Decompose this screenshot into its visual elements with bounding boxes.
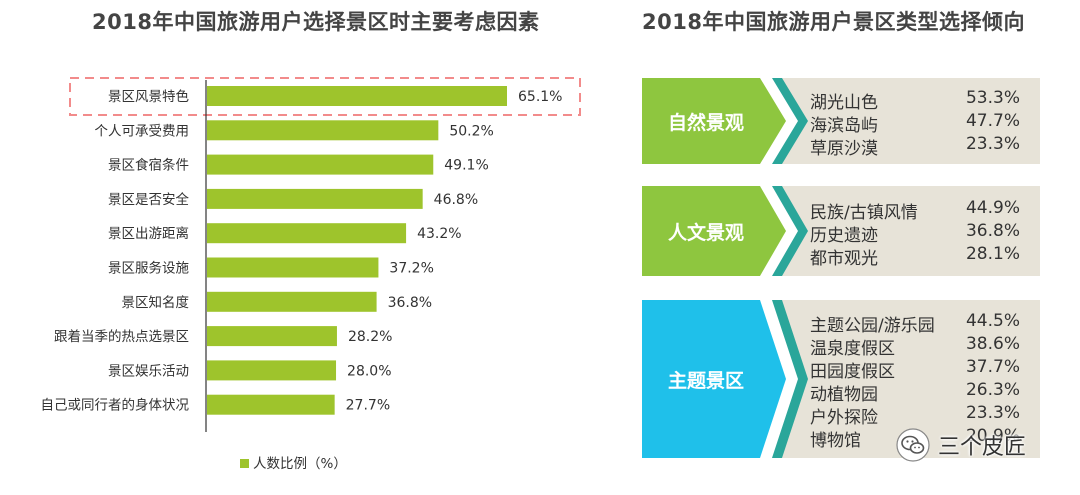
legend-label: 人数比例（%） — [253, 456, 347, 472]
category-label: 景区知名度 — [122, 294, 190, 311]
scenic-item-name: 海滨岛屿 — [810, 115, 878, 136]
bar — [207, 394, 335, 415]
category-label: 景区是否安全 — [108, 191, 189, 208]
scenic-item-value: 23.3% — [965, 403, 1020, 423]
panel-accent-chevron — [766, 186, 808, 276]
panel-accent-chevron — [766, 300, 808, 458]
value-label: 43.2% — [417, 226, 461, 242]
scenic-group-panel: 人文景观 民族/古镇风情 44.9% 历史遗迹 36.8% 都市观光 28.1% — [642, 186, 1040, 276]
scenic-item-name: 主题公园/游乐园 — [810, 316, 935, 336]
highlight-box — [69, 77, 581, 116]
scenic-item-value: 47.7% — [965, 110, 1020, 131]
scenic-item-value: 20.9% — [965, 426, 1020, 446]
scenic-item-value: 23.3% — [965, 133, 1020, 154]
panel-color-arrow — [642, 300, 786, 458]
scenic-item-value: 36.8% — [965, 220, 1020, 241]
category-label: 景区娱乐活动 — [108, 363, 189, 379]
scenic-item-name: 温泉度假区 — [810, 339, 895, 359]
scenic-item-name: 历史遗迹 — [810, 225, 878, 246]
scenic-item-name: 田园度假区 — [810, 362, 895, 382]
scenic-item-name: 户外探险 — [810, 408, 878, 428]
value-label: 27.7% — [346, 398, 390, 414]
legend-swatch — [240, 459, 249, 468]
bar — [207, 291, 377, 312]
category-label: 个人可承受费用 — [95, 123, 190, 139]
bar — [207, 188, 423, 209]
left-chart-title: 2018年中国旅游用户选择景区时主要考虑因素 — [92, 10, 540, 34]
bar — [207, 360, 337, 381]
value-label: 36.8% — [388, 295, 432, 311]
panel-white-chevron — [758, 78, 798, 164]
value-label: 37.2% — [389, 261, 433, 277]
panel-arrow-shape — [642, 300, 808, 458]
scenic-group-panel: 自然景观 湖光山色 53.3% 海滨岛屿 47.7% 草原沙漠 23.3% — [642, 78, 1040, 164]
scenic-group-panel: 主题景区 主题公园/游乐园 44.5% 温泉度假区 38.6% 田园度假区 37.7% 动植物… — [642, 300, 1040, 458]
panel-title: 自然景观 — [667, 112, 744, 134]
scenic-item-name: 都市观光 — [810, 248, 878, 269]
panel-title: 主题景区 — [667, 370, 744, 392]
bar — [207, 257, 379, 278]
scenic-item-value: 44.5% — [965, 311, 1020, 331]
bar — [207, 223, 407, 244]
watermark-text: 三个皮匠 — [938, 435, 1027, 460]
category-label: 景区风景特色 — [108, 88, 189, 105]
panel-white-chevron — [758, 300, 798, 458]
category-label: 景区食宿条件 — [108, 157, 189, 174]
scenic-item-value: 26.3% — [965, 380, 1020, 400]
category-label: 跟着当季的热点选景区 — [54, 328, 189, 345]
scenic-item-value: 28.1% — [965, 243, 1020, 264]
panel-arrow-shape — [642, 78, 808, 164]
category-label: 自己或同行者的身体状况 — [41, 398, 190, 414]
value-label: 50.2% — [449, 123, 493, 139]
scenic-item-value: 37.7% — [965, 357, 1020, 377]
scenic-item-name: 湖光山色 — [810, 92, 878, 113]
value-label: 28.0% — [347, 363, 391, 379]
scenic-item-name: 博物馆 — [810, 431, 861, 451]
scenic-item-value: 44.9% — [965, 197, 1020, 218]
scenic-item-value: 38.6% — [965, 334, 1020, 354]
category-label: 景区服务设施 — [108, 261, 189, 277]
value-label: 49.1% — [444, 158, 488, 174]
bar — [207, 86, 507, 106]
panel-color-arrow — [642, 78, 786, 164]
scenic-item-name: 民族/古镇风情 — [810, 202, 918, 223]
panel-arrow-shape — [642, 186, 808, 276]
watermark: 三个皮匠 — [896, 428, 1026, 462]
category-label: 景区出游距离 — [108, 225, 189, 242]
bar-chart: 景区风景特色 65.1% 个人可承受费用 50.2% 景区食宿条件 49.1% 景区是否安全… — [41, 77, 581, 472]
panel-white-chevron — [758, 186, 798, 276]
scenic-item-name: 动植物园 — [810, 385, 878, 405]
right-chart-title: 2018年中国旅游用户景区类型选择倾向 — [642, 10, 1025, 34]
value-label: 65.1% — [518, 89, 562, 105]
scenic-item-value: 53.3% — [965, 87, 1020, 108]
wechat-icon — [896, 428, 930, 462]
panel-accent-chevron — [766, 78, 808, 164]
bar — [207, 326, 337, 347]
panel-color-arrow — [642, 186, 786, 276]
value-label: 46.8% — [434, 192, 478, 208]
panel-title: 人文景观 — [667, 222, 744, 244]
value-label: 28.2% — [348, 329, 392, 345]
bar — [207, 120, 439, 141]
scenic-item-name: 草原沙漠 — [810, 138, 878, 159]
bar — [207, 154, 434, 175]
